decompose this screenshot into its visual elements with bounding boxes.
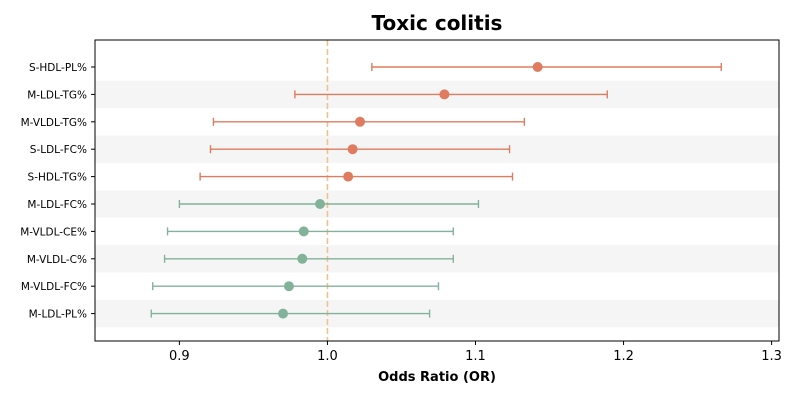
y-tick-label: S-HDL-PL% <box>29 62 87 74</box>
or-point <box>343 171 354 182</box>
y-tick-label: S-HDL-TG% <box>28 172 87 184</box>
y-tick-label: M-VLDL-TG% <box>21 117 87 129</box>
or-point <box>532 62 543 72</box>
x-tick-label: 1.1 <box>465 349 486 364</box>
x-tick-label: 1.2 <box>613 349 634 364</box>
or-point <box>439 89 450 100</box>
x-tick-label: 1.0 <box>317 349 338 364</box>
chart-title: Toxic colitis <box>372 11 503 35</box>
x-axis-label: Odds Ratio (OR) <box>378 370 496 385</box>
x-tick-label: 1.3 <box>761 349 782 364</box>
or-point <box>355 116 366 127</box>
or-point <box>278 308 289 319</box>
or-point <box>297 253 308 264</box>
x-axis: 0.9 1.0 1.1 1.2 1.3 <box>169 341 782 364</box>
or-point <box>347 144 358 155</box>
or-point <box>283 281 294 292</box>
y-tick-label: M-VLDL-C% <box>27 254 87 266</box>
plot-frame <box>94 39 780 342</box>
y-tick-label: M-VLDL-CE% <box>20 226 87 238</box>
y-tick-label: M-LDL-TG% <box>27 89 87 101</box>
y-tick-label: S-LDL-FC% <box>30 144 87 156</box>
y-axis-labels: S-HDL-PL% M-LDL-TG% M-VLDL-TG% S-LDL-FC% S-H… <box>20 62 95 321</box>
odds-ratio-points <box>278 62 543 319</box>
or-point <box>298 226 309 237</box>
or-point <box>315 199 326 209</box>
y-tick-label: M-LDL-FC% <box>27 199 87 211</box>
y-tick-label: M-LDL-PL% <box>29 309 87 321</box>
x-tick-label: 0.9 <box>169 349 190 364</box>
confidence-intervals <box>150 63 722 318</box>
y-tick-label: M-VLDL-FC% <box>21 281 87 293</box>
